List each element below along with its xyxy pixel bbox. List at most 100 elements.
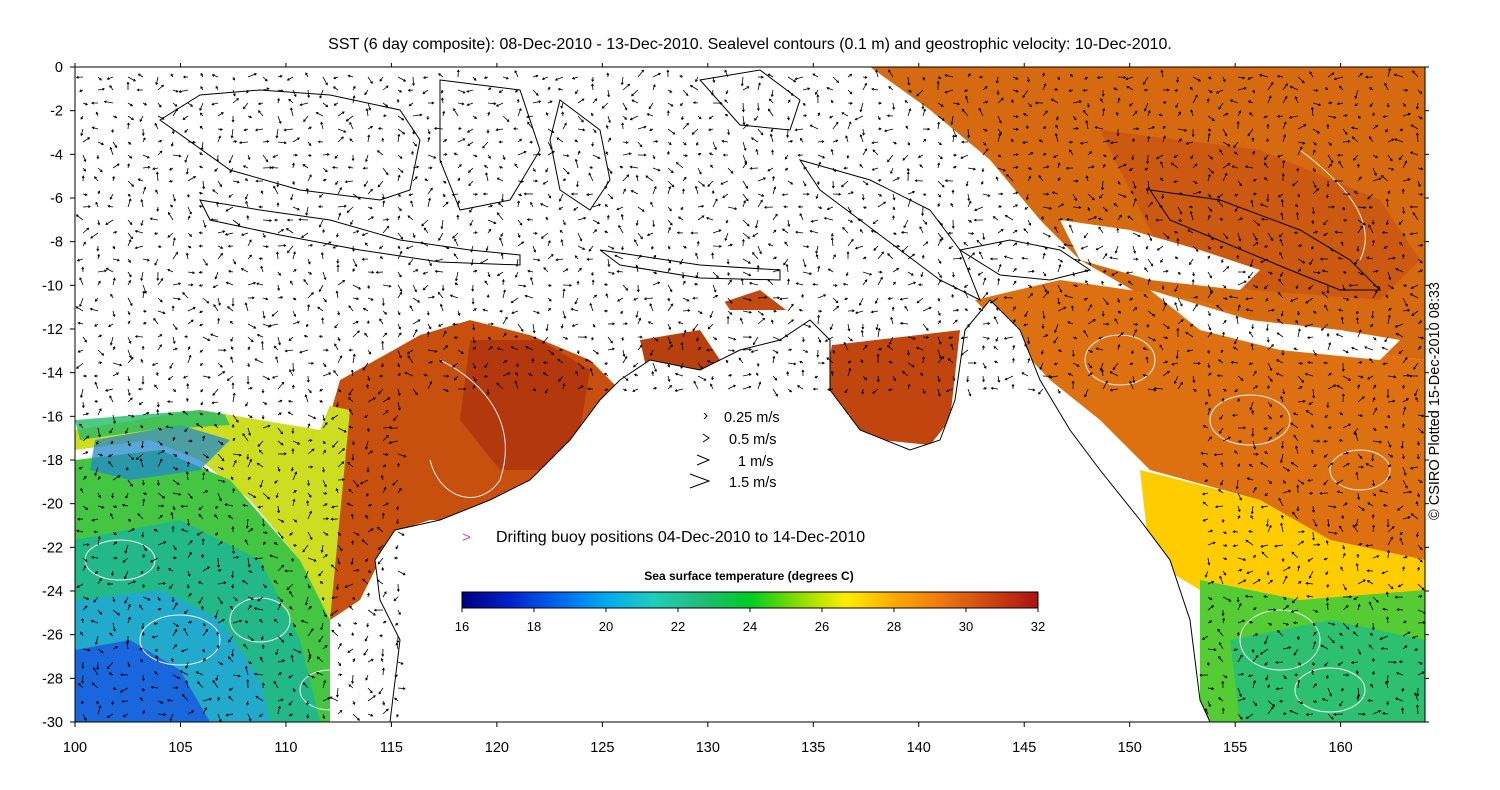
velocity-arrow [397,89,403,93]
velocity-arrow [381,648,385,657]
velocity-arrow [645,175,654,182]
velocity-arrow [97,190,101,195]
velocity-arrow [277,427,283,435]
velocity-arrow [557,359,564,364]
velocity-arrow [1281,172,1285,182]
velocity-arrow [397,284,403,292]
velocity-arrow [1372,440,1383,444]
velocity-arrow [877,347,883,351]
velocity-arrow [453,108,459,117]
velocity-arrow [1192,303,1198,312]
velocity-arrow [888,336,894,345]
velocity-arrow [607,137,612,143]
velocity-arrow [812,73,819,78]
velocity-arrow [1357,543,1363,546]
velocity-arrow [1327,245,1334,252]
velocity-arrow [826,357,834,364]
velocity-arrow [244,178,249,182]
velocity-arrow [1282,388,1286,395]
velocity-arrow [1311,206,1315,215]
velocity-arrow [767,167,774,172]
velocity-arrow [1372,269,1379,273]
velocity-arrow [1132,245,1136,254]
velocity-arrow [1326,583,1330,588]
velocity-arrow [1369,102,1374,108]
velocity-arrow [1263,162,1269,169]
velocity-arrow [186,397,189,403]
colorbar-tick-label: 30 [959,619,973,634]
velocity-arrow [1131,154,1135,161]
velocity-arrow [1264,661,1269,666]
velocity-arrow [741,238,745,247]
velocity-arrow [292,622,296,628]
velocity-arrow [82,451,89,455]
velocity-arrow [382,218,390,222]
velocity-arrow [449,294,459,299]
velocity-arrow [427,360,434,364]
velocity-arrow [300,232,309,238]
velocity-arrow [906,171,910,182]
velocity-arrow [457,177,461,182]
velocity-arrow [577,385,584,390]
velocity-arrow [363,180,369,188]
velocity-arrow [1117,283,1123,287]
velocity-arrow [217,569,222,572]
velocity-arrow [172,102,178,107]
velocity-arrow [112,245,115,250]
velocity-arrow [517,219,523,226]
velocity-arrow [1398,219,1404,225]
velocity-arrow [1367,375,1374,380]
velocity-arrow [81,175,85,182]
velocity-arrow [1221,518,1225,523]
velocity-arrow [787,319,795,325]
velocity-arrow [427,128,431,135]
velocity-arrow [1251,427,1255,437]
velocity-arrow [109,193,114,200]
velocity-arrow [336,232,339,238]
velocity-arrow [90,619,99,624]
velocity-arrow [364,635,369,642]
velocity-arrow [172,336,176,345]
velocity-arrow [525,346,534,351]
velocity-arrow [1282,121,1287,130]
velocity-arrow [832,254,836,260]
velocity-arrow [677,321,684,325]
velocity-arrow [862,148,867,156]
velocity-arrow [304,394,309,403]
velocity-arrow [1222,266,1230,273]
velocity-arrow [186,193,190,198]
velocity-arrow [890,167,894,175]
velocity-arrow [1096,76,1104,79]
velocity-arrow [1038,139,1044,143]
velocity-arrow [453,336,459,339]
velocity-arrow [427,258,432,267]
velocity-arrow [352,479,359,488]
velocity-arrow [1012,76,1019,80]
velocity-arrow [907,190,916,195]
velocity-arrow [1417,661,1423,665]
velocity-arrow [397,332,402,338]
velocity-arrow [697,362,703,370]
velocity-arrow [562,382,566,390]
velocity-arrow [198,270,204,274]
velocity-arrow [1222,141,1231,147]
velocity-arrow [841,112,849,117]
velocity-arrow [712,295,719,299]
velocity-arrow [1147,278,1151,286]
velocity-arrow [187,245,192,249]
velocity-arrow [605,124,609,130]
velocity-arrow [97,253,101,260]
velocity-arrow [571,323,579,327]
velocity-arrow [247,239,252,247]
velocity-arrow [965,180,969,187]
velocity-arrow [1132,110,1138,117]
velocity-arrow [213,304,219,312]
velocity-arrow [186,461,190,468]
velocity-arrow [1297,268,1302,273]
velocity-arrow [1387,375,1397,379]
velocity-arrow [397,115,405,121]
velocity-arrow [232,596,238,602]
velocity-arrow [1012,89,1019,93]
velocity-arrow [1355,562,1359,572]
velocity-arrow [1312,180,1317,189]
